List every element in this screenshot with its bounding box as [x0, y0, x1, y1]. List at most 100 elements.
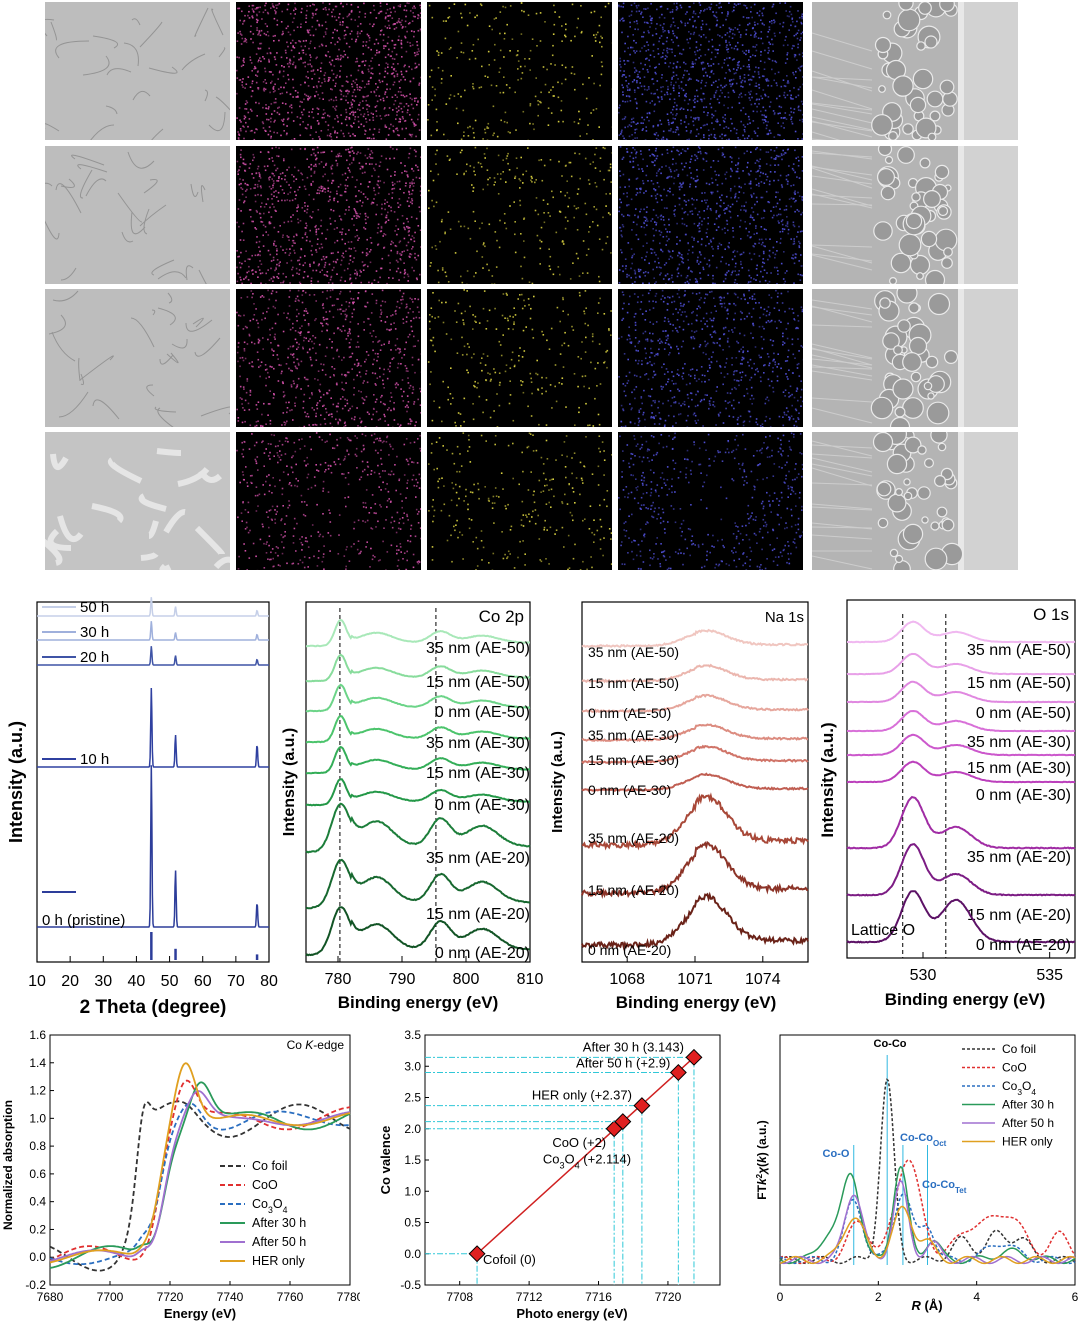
spectrum-line [306, 715, 531, 744]
co-co-oct-annotation: Co-CoOct [900, 1132, 947, 1148]
cross-section-image [812, 432, 1018, 570]
co-co-tet-annotation: Co-CoTet [922, 1179, 967, 1195]
spectrum-line [847, 733, 1076, 757]
sem-image [45, 289, 230, 427]
xrd-line [37, 687, 269, 768]
exafs-line [779, 1159, 1076, 1265]
y-axis-label: FTk2χ(k) (a.u.) [755, 1120, 770, 1199]
series-label: 0 nm (AE-30) [976, 787, 1071, 804]
x-axis-label: 2 Theta (degree) [80, 997, 227, 1018]
panel-title: Co K-edge [287, 1038, 345, 1052]
spectrum-line [581, 723, 809, 743]
x-tick-label: 1074 [745, 971, 781, 988]
spectrum-line [846, 890, 1076, 944]
series-label: 0 nm (AE-20) [976, 937, 1071, 954]
series-label: 15 nm (AE-30) [426, 765, 530, 782]
y-tick-label: 0.8 [29, 1139, 46, 1153]
series-label: 15 nm (AE-20) [967, 907, 1071, 924]
x-axis-label: R (Å) [911, 1298, 942, 1313]
point-label: HER only (+2.37) [532, 1088, 632, 1103]
o1s-xps-chart: 530 535 35 nm (AE-50) 15 nm (AE-50) 0 nm (AE… [818, 599, 1076, 1009]
x-tick-label: 80 [260, 973, 278, 990]
series-label: 0 nm (AE-30) [588, 782, 671, 798]
spectrum-line [846, 680, 1076, 704]
panel-title: Na 1s [765, 609, 804, 626]
legend-label: CoO [1002, 1061, 1027, 1075]
elemental-map-image [618, 146, 803, 284]
elemental-map-image [236, 289, 421, 427]
legend-label: HER only [1002, 1135, 1053, 1149]
spectrum-line [581, 628, 808, 649]
spectrum-line [305, 653, 531, 683]
series-label: 15 nm (AE-20) [426, 906, 530, 923]
exafs-line [779, 1205, 1076, 1265]
series-label: 15 nm (AE-50) [426, 674, 530, 691]
y-tick-label: 1.6 [29, 1028, 46, 1042]
y-tick-label: 2.0 [404, 1122, 421, 1136]
x-tick-label: 7720 [655, 1290, 682, 1304]
point-label: Cofoil (0) [483, 1252, 536, 1267]
series-label: 35 nm (AE-20) [967, 849, 1071, 866]
x-tick-label: 60 [194, 973, 212, 990]
exafs-line [779, 1179, 1076, 1265]
y-tick-label: 2.5 [404, 1091, 421, 1105]
x-tick-label: 40 [128, 973, 146, 990]
spectrum-line [847, 760, 1076, 784]
xrd-chart: 10 20 30 40 50 60 70 80 50 h 30 h 20 h 10 h 0 h (pri… [6, 597, 278, 1018]
x-tick-label: 30 [94, 973, 112, 990]
elemental-map-image [427, 432, 612, 570]
data-point [468, 1245, 486, 1263]
x-tick-label: 810 [517, 971, 544, 988]
y-tick-label: 0.0 [404, 1247, 421, 1261]
spectrum-line [306, 745, 530, 775]
elemental-map-image [618, 432, 803, 570]
exafs-line [779, 1078, 1076, 1265]
panel-title: O 1s [1033, 605, 1069, 624]
y-axis-label: Co valence [378, 1126, 393, 1195]
xanes-line [49, 1062, 351, 1264]
x-tick-label: 7740 [217, 1290, 244, 1304]
legend-label: Co3O4 [1002, 1079, 1036, 1097]
series-label: 35 nm (AE-50) [588, 644, 679, 660]
series-label: 15 nm (AE-50) [588, 675, 679, 691]
data-point [614, 1113, 632, 1131]
y-tick-label: 3.5 [404, 1028, 421, 1042]
legend-label: HER only [252, 1254, 306, 1268]
x-tick-label: 2 [875, 1290, 882, 1304]
series-label: 0 nm (AE-20) [588, 942, 671, 958]
sem-image [45, 146, 230, 284]
xanes-line [49, 1081, 351, 1269]
y-axis-label: Intensity (a.u.) [549, 731, 566, 833]
series-label: 35 nm (AE-20) [588, 830, 679, 846]
legend-label: CoO [252, 1178, 278, 1192]
plot-frame [846, 599, 1076, 959]
x-tick-label: 7700 [97, 1290, 124, 1304]
point-label: CoO (+2) [552, 1135, 606, 1150]
fit-line [476, 1056, 695, 1255]
spectrum-line [581, 840, 809, 899]
y-axis-label: Normalized absorption [1, 1100, 15, 1230]
elemental-map-image [236, 432, 421, 570]
point-label: After 50 h (+2.9) [576, 1056, 670, 1071]
xrd-line [37, 646, 269, 666]
spectrum-line [581, 792, 809, 851]
plot-frame [779, 1034, 1076, 1286]
plot-frame [305, 601, 531, 963]
series-label: 0 nm (AE-50) [435, 704, 530, 721]
x-tick-label: 530 [910, 967, 937, 984]
x-tick-label: 20 [61, 973, 79, 990]
x-tick-label: 6 [1072, 1290, 1079, 1304]
y-tick-label: 3.0 [404, 1059, 421, 1073]
elemental-map-image [618, 2, 803, 140]
legend-label: 0 h (pristine) [42, 912, 125, 929]
spectrum-line [847, 709, 1076, 733]
y-tick-label: 1.0 [404, 1184, 421, 1198]
series-label: 15 nm (AE-20) [588, 882, 679, 898]
x-tick-label: 7708 [446, 1290, 473, 1304]
x-tick-label: 7716 [585, 1290, 612, 1304]
y-tick-label: 0.2 [29, 1222, 46, 1236]
x-tick-label: 1071 [677, 971, 713, 988]
y-tick-label: 0.0 [29, 1250, 46, 1264]
series-label: 15 nm (AE-30) [967, 760, 1071, 777]
